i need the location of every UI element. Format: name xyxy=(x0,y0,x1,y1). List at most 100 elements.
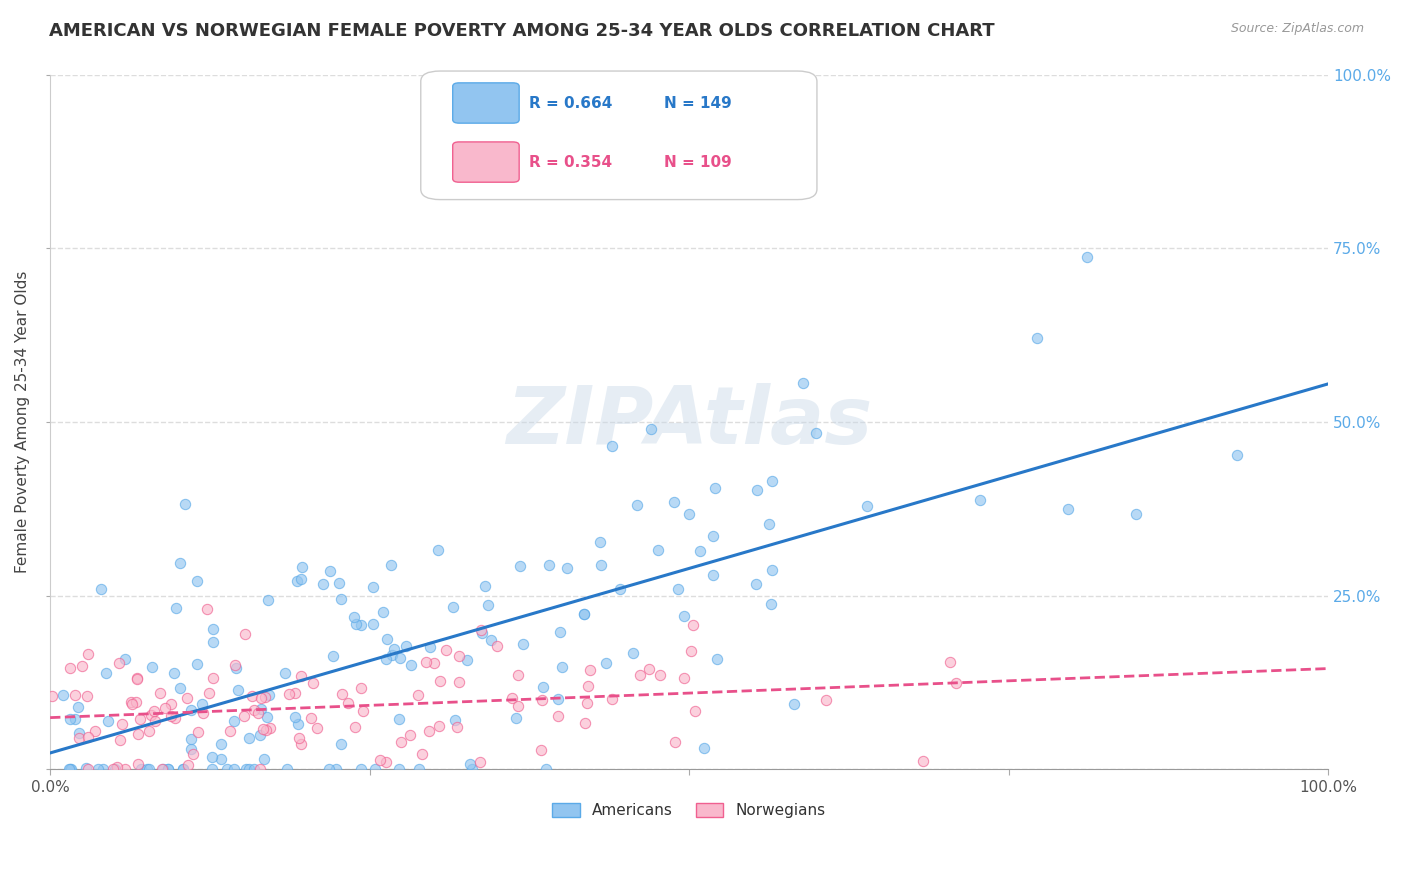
Point xyxy=(58,762,80,776)
Point xyxy=(388,712,411,726)
Point xyxy=(180,703,202,717)
Point xyxy=(284,686,307,700)
Legend: Americans, Norwegians: Americans, Norwegians xyxy=(547,797,832,824)
Point xyxy=(259,721,281,735)
Point xyxy=(226,683,249,698)
Point xyxy=(579,663,602,677)
Point xyxy=(408,762,430,776)
Point xyxy=(470,756,492,770)
Point xyxy=(512,637,534,651)
Point xyxy=(419,640,441,655)
Point xyxy=(215,762,238,776)
Point xyxy=(41,689,63,703)
Point xyxy=(505,710,527,724)
Point xyxy=(969,492,991,507)
Point xyxy=(470,623,492,637)
Point xyxy=(235,762,257,776)
Point xyxy=(387,762,409,776)
Point xyxy=(84,723,107,738)
Point xyxy=(318,762,340,776)
Point xyxy=(209,751,232,765)
Point xyxy=(745,483,768,498)
Point xyxy=(108,656,131,670)
Point xyxy=(399,658,422,673)
Point xyxy=(474,579,496,593)
Point xyxy=(945,676,967,690)
Point xyxy=(325,762,347,776)
Point xyxy=(159,709,181,723)
Point xyxy=(159,697,181,711)
Point xyxy=(350,762,373,776)
Point xyxy=(181,747,204,762)
Point xyxy=(343,720,366,734)
Point xyxy=(250,702,273,716)
Point xyxy=(447,648,470,663)
Point xyxy=(375,651,398,665)
Point xyxy=(198,686,221,700)
Point xyxy=(449,675,471,690)
Text: ZIPAtlas: ZIPAtlas xyxy=(506,383,872,461)
Point xyxy=(63,712,86,726)
Point xyxy=(427,719,450,733)
Point xyxy=(363,762,385,776)
Point xyxy=(361,616,384,631)
Point xyxy=(66,699,89,714)
Point xyxy=(256,709,278,723)
Point xyxy=(758,517,780,532)
Point xyxy=(176,690,198,705)
Point xyxy=(94,665,117,680)
Point xyxy=(745,577,768,591)
Point xyxy=(173,498,195,512)
Point xyxy=(664,734,686,748)
Point xyxy=(530,743,553,757)
Point xyxy=(375,755,398,769)
Point xyxy=(706,651,728,665)
Point xyxy=(218,723,240,738)
Point xyxy=(287,731,309,745)
Point xyxy=(506,667,529,681)
Point xyxy=(501,691,523,706)
Point xyxy=(125,695,148,709)
Point xyxy=(391,735,413,749)
Point xyxy=(678,508,700,522)
Point xyxy=(368,753,391,767)
Point xyxy=(371,605,394,619)
FancyBboxPatch shape xyxy=(453,83,519,123)
Point xyxy=(911,754,934,768)
Point xyxy=(148,686,170,700)
Point xyxy=(250,690,273,705)
Point xyxy=(329,591,352,606)
Point xyxy=(129,762,152,776)
Point xyxy=(59,762,82,776)
Point xyxy=(201,622,224,636)
Point xyxy=(125,673,148,687)
Point xyxy=(77,647,100,661)
Point xyxy=(111,717,134,731)
Point xyxy=(97,714,120,729)
Point xyxy=(461,762,484,776)
Point xyxy=(406,689,429,703)
Point xyxy=(290,572,312,586)
Point xyxy=(125,671,148,685)
Text: Source: ZipAtlas.com: Source: ZipAtlas.com xyxy=(1230,22,1364,36)
Point xyxy=(156,762,179,776)
Point xyxy=(136,762,159,776)
Point xyxy=(1056,502,1078,516)
Point xyxy=(76,731,98,745)
Point xyxy=(141,660,163,674)
Point xyxy=(626,498,648,512)
Point xyxy=(550,624,572,639)
Text: AMERICAN VS NORWEGIAN FEMALE POVERTY AMONG 25-34 YEAR OLDS CORRELATION CHART: AMERICAN VS NORWEGIAN FEMALE POVERTY AMO… xyxy=(49,22,995,40)
Point xyxy=(679,644,702,658)
Point xyxy=(186,574,208,588)
Point xyxy=(637,662,659,676)
Point xyxy=(312,576,335,591)
Point xyxy=(105,759,128,773)
Point xyxy=(225,661,247,675)
Point xyxy=(257,688,280,702)
Point xyxy=(418,724,440,739)
Point xyxy=(328,575,350,590)
Point xyxy=(443,713,465,727)
Point xyxy=(240,689,263,703)
Point xyxy=(662,495,685,509)
